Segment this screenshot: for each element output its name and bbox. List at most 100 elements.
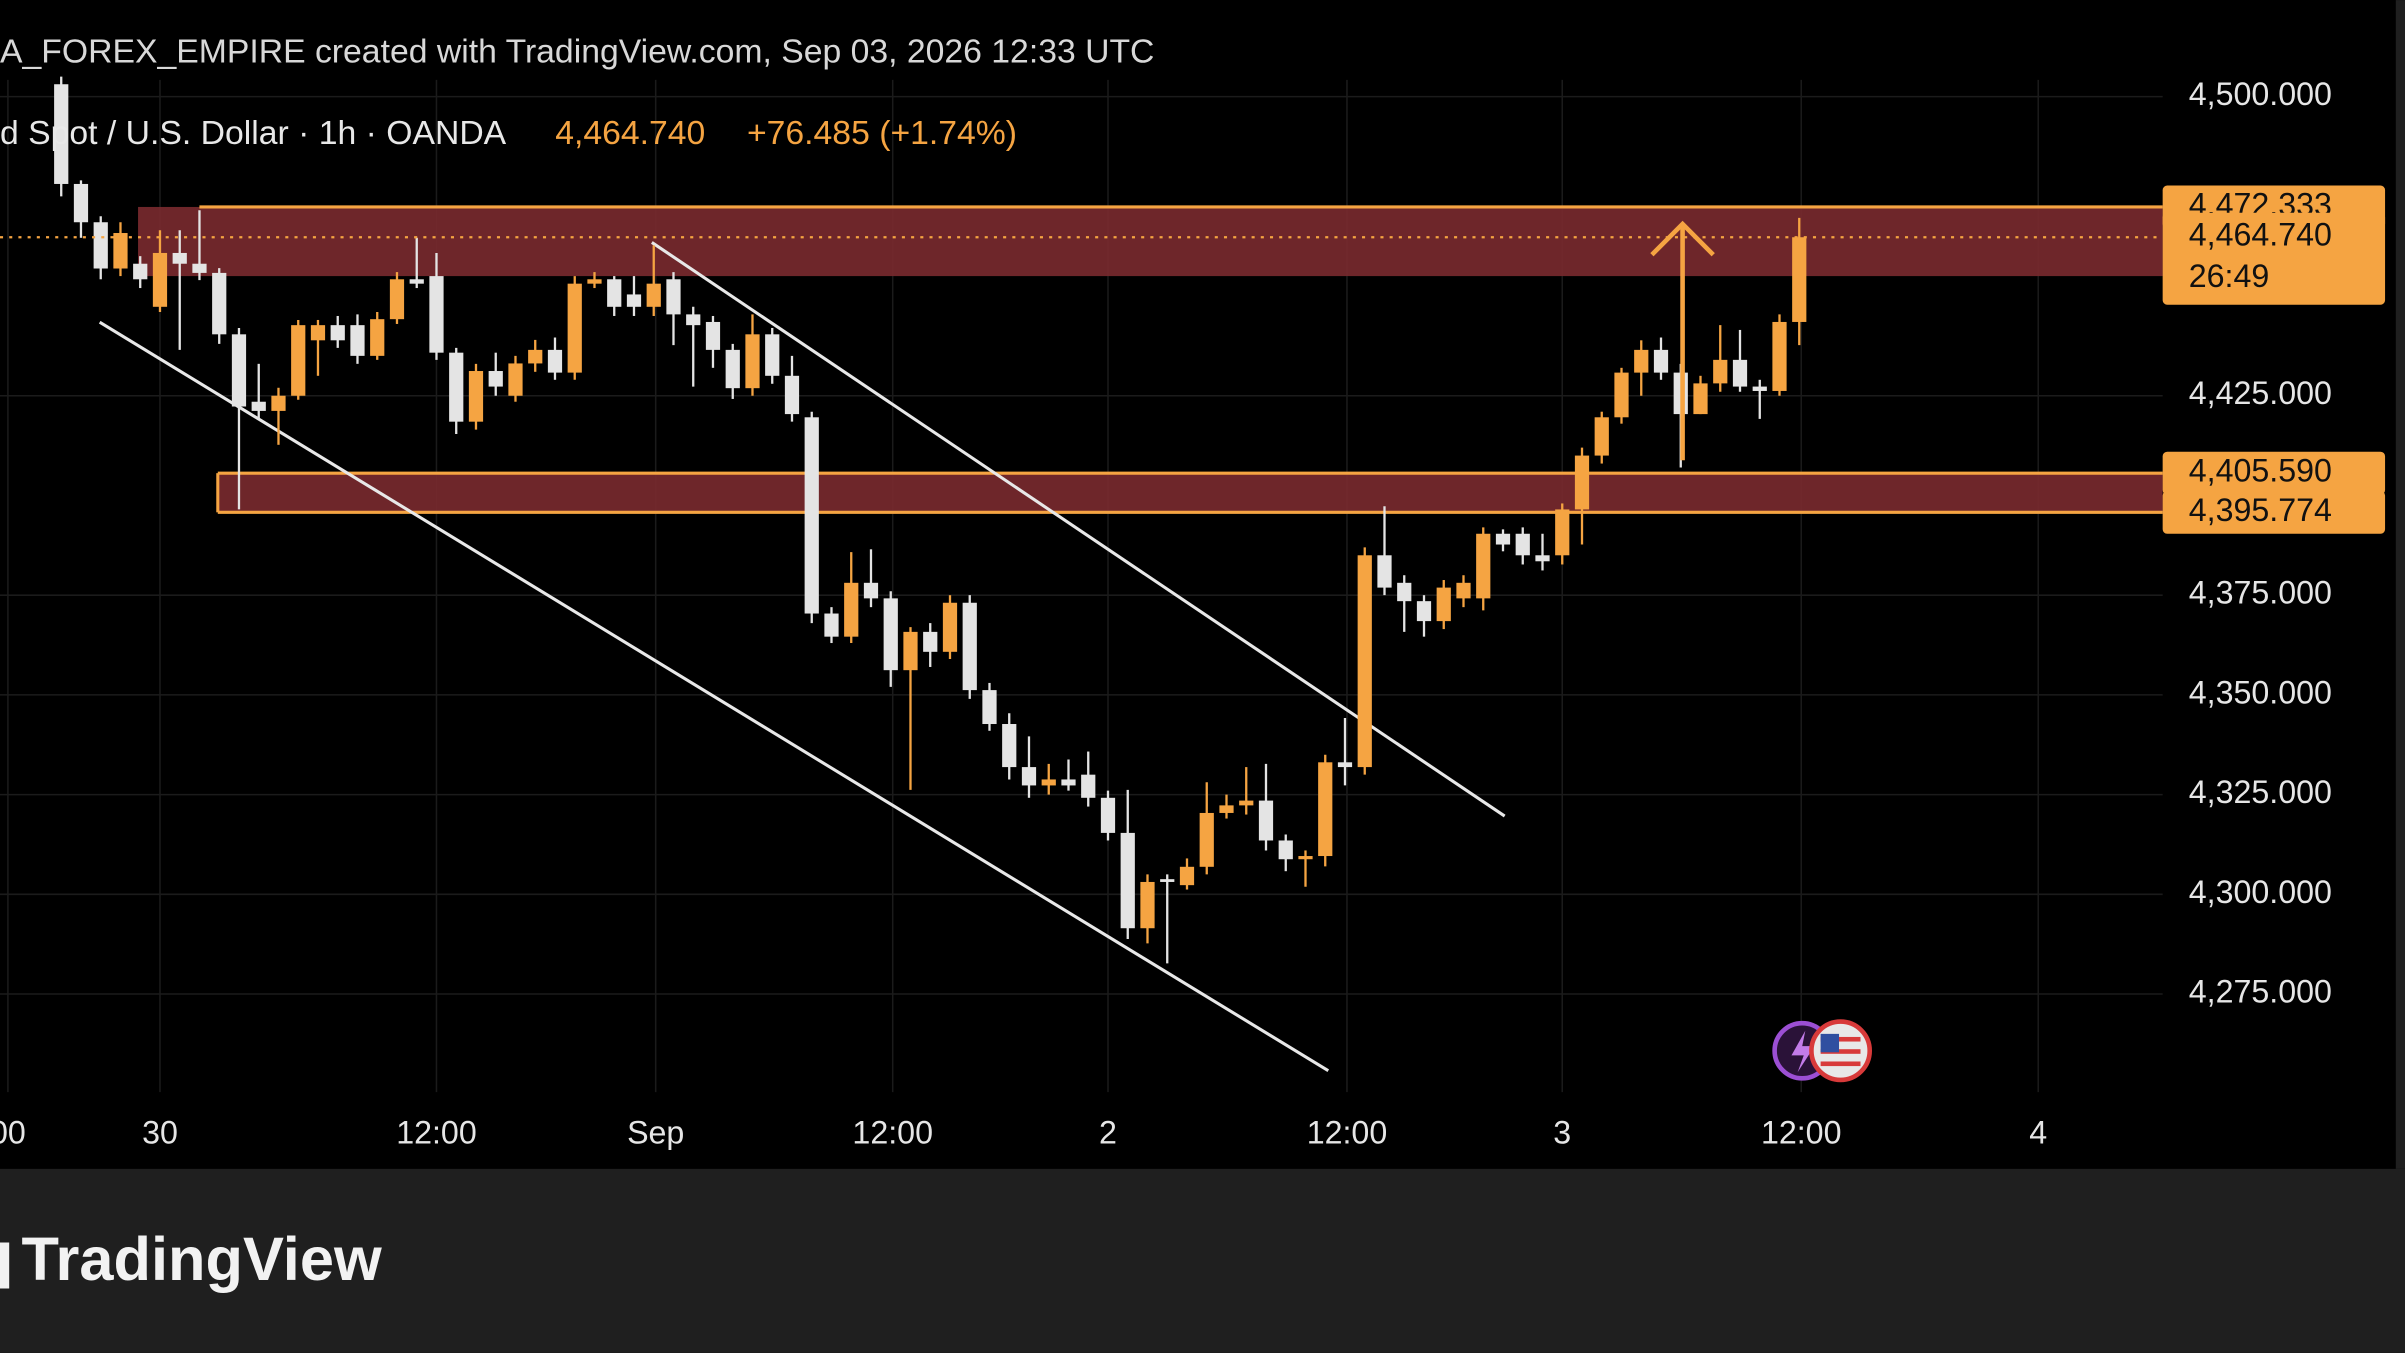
- candle-body: [330, 325, 345, 341]
- price-box-label: 4,405.590: [2189, 453, 2332, 489]
- candle-body: [863, 582, 879, 599]
- y-tick-label: 4,375.000: [2189, 575, 2332, 611]
- price-box: [2162, 490, 2386, 534]
- candle-body: [409, 279, 424, 284]
- candle-body: [1081, 774, 1096, 798]
- candle-body: [1456, 582, 1471, 599]
- candle-body: [370, 319, 385, 356]
- zones: [138, 205, 2163, 514]
- candle-body: [824, 613, 839, 637]
- candle-body: [231, 334, 247, 407]
- current-price-label: 4,464.740: [2189, 217, 2332, 253]
- candle-body: [844, 582, 859, 637]
- candle-body: [152, 252, 168, 307]
- candle-body: [1041, 779, 1056, 786]
- candle-body: [1002, 724, 1017, 768]
- candle-body: [488, 371, 503, 387]
- candle-body: [1535, 555, 1550, 562]
- candle-body: [73, 183, 89, 223]
- candle-body: [1377, 555, 1392, 588]
- zone: [138, 206, 2163, 277]
- candle-body: [429, 276, 444, 353]
- candle-body: [587, 279, 602, 284]
- right-edge: [2395, 0, 2405, 1169]
- overlay: 4,500.000 4,425.000 4,375.000 4,350.000 4,32…: [0, 76, 2386, 1151]
- y-tick-label: 4,350.000: [2189, 674, 2332, 710]
- x-tick-label: 30: [142, 1115, 178, 1151]
- footer-logo: TradingView: [21, 1225, 381, 1294]
- candle-body: [646, 283, 661, 307]
- candle-body: [1634, 349, 1649, 373]
- candle-body: [251, 401, 266, 411]
- candle-body: [923, 631, 938, 652]
- candle-body: [1278, 840, 1293, 860]
- candle-body: [765, 334, 780, 376]
- candle-body: [172, 252, 187, 264]
- current-price-box: [2162, 212, 2386, 305]
- candle-body: [468, 371, 484, 422]
- candle-body: [1574, 455, 1590, 510]
- price-box-label: 4,395.774: [2189, 492, 2332, 528]
- candle-body: [54, 84, 69, 184]
- price-box: [2162, 451, 2386, 495]
- candle-body: [1061, 779, 1076, 786]
- x-tick-label: Sep: [627, 1115, 684, 1151]
- candle-body: [113, 233, 128, 269]
- candle-body: [982, 690, 997, 725]
- logo-icon: [0, 1242, 10, 1289]
- candle-body: [1397, 582, 1412, 602]
- candle-body: [1732, 359, 1748, 387]
- symbol-legend: d Spot / U.S. Dollar · 1h · OANDA: [0, 114, 507, 152]
- candle-body: [93, 222, 108, 269]
- candle-body: [133, 263, 148, 280]
- candle-body: [1436, 587, 1451, 622]
- candle-body: [686, 314, 701, 326]
- x-tick-label: 12:00: [1307, 1115, 1388, 1151]
- arrow-annotation: [1650, 220, 1715, 461]
- candle-body: [1140, 881, 1155, 929]
- candle-body: [547, 349, 563, 373]
- candle-body: [903, 631, 918, 671]
- candle-body: [508, 363, 523, 396]
- candle-body: [1515, 533, 1530, 556]
- candle-body: [1713, 359, 1728, 384]
- candle-body: [1120, 832, 1135, 929]
- candle-body: [291, 325, 306, 396]
- candle-body: [1100, 797, 1116, 833]
- candle-body: [1357, 555, 1372, 768]
- candle-body: [1337, 762, 1353, 768]
- candle-body: [1298, 856, 1313, 860]
- candle-body: [1495, 533, 1511, 545]
- candle-body: [1594, 417, 1609, 456]
- candle-body: [1160, 879, 1175, 882]
- candle-body: [962, 602, 977, 691]
- countdown-label: 26:49: [2189, 258, 2270, 294]
- candle-body: [1416, 601, 1432, 622]
- candle-body: [804, 417, 819, 614]
- candle-body: [1614, 372, 1629, 418]
- zone: [217, 473, 2163, 513]
- candle-body: [1555, 509, 1570, 556]
- candle-body: [1476, 533, 1491, 599]
- candle-body: [1318, 762, 1333, 857]
- y-tick-label: 4,425.000: [2189, 375, 2332, 411]
- y-tick-label: 4,500.000: [2189, 76, 2332, 112]
- candle-body: [1772, 321, 1787, 391]
- candle-body: [784, 375, 800, 415]
- candle-body: [212, 272, 227, 335]
- channel-lower-line: [98, 320, 1330, 1072]
- candle-body: [1219, 805, 1234, 813]
- x-tick-label: 12:00: [396, 1115, 477, 1151]
- x-tick-label: 12:00: [1761, 1115, 1842, 1151]
- candle-body: [1199, 812, 1214, 867]
- candle-body: [666, 279, 681, 315]
- x-tick-label: 12:00: [852, 1115, 933, 1151]
- x-tick-label: 00: [0, 1115, 26, 1151]
- candle-body: [310, 325, 326, 341]
- candle-body: [942, 602, 958, 652]
- candle-body: [883, 598, 898, 671]
- footer-bar: [0, 1168, 2405, 1353]
- x-tick-label: 3: [1553, 1115, 1571, 1151]
- candles: [54, 76, 1807, 964]
